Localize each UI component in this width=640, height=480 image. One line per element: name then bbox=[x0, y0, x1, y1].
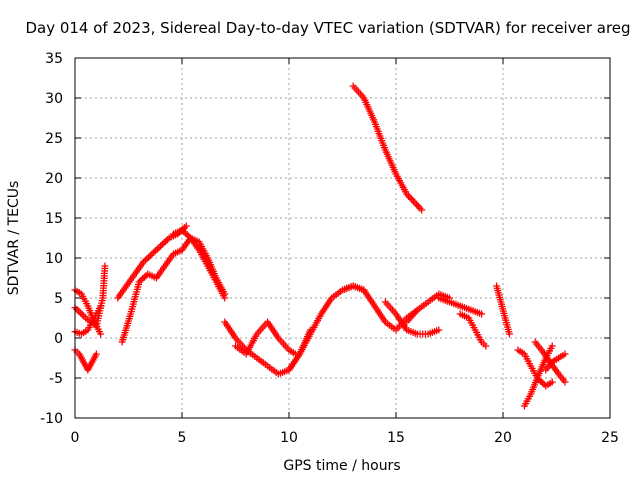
series-sat-g bbox=[169, 226, 229, 302]
y-tick-label: 35 bbox=[45, 51, 63, 67]
y-tick-label: 5 bbox=[54, 291, 63, 307]
series-sat-m bbox=[349, 82, 426, 214]
data-point bbox=[416, 204, 424, 212]
y-tick-label: -5 bbox=[49, 371, 63, 387]
data-point bbox=[73, 305, 81, 313]
y-tick-label: 10 bbox=[45, 251, 63, 267]
data-point bbox=[160, 239, 168, 247]
series-sat-v bbox=[542, 350, 569, 374]
data-point bbox=[146, 252, 154, 260]
y-tick-label: 0 bbox=[54, 331, 63, 347]
series-sat-t bbox=[520, 342, 556, 410]
data-point bbox=[76, 309, 84, 317]
data-point bbox=[101, 262, 109, 270]
data-point bbox=[158, 240, 166, 248]
series-sat-j bbox=[232, 318, 299, 358]
data-point bbox=[148, 250, 156, 258]
series-sat-u bbox=[531, 338, 569, 386]
data-point bbox=[155, 244, 163, 252]
data-point bbox=[151, 247, 159, 255]
series-sat-d bbox=[71, 262, 109, 330]
series-sat-r bbox=[493, 282, 513, 338]
data-point bbox=[505, 330, 513, 338]
data-point bbox=[162, 237, 170, 245]
y-tick-label: -10 bbox=[40, 411, 63, 427]
x-tick-label: 20 bbox=[494, 430, 512, 446]
data-marks bbox=[71, 82, 569, 410]
series-sat-f bbox=[118, 246, 186, 346]
plot-frame bbox=[74, 57, 611, 419]
data-point bbox=[561, 378, 569, 386]
x-tick-label: 25 bbox=[601, 430, 619, 446]
data-point bbox=[141, 256, 149, 264]
data-point bbox=[182, 222, 190, 230]
data-point bbox=[478, 310, 486, 318]
data-point bbox=[418, 206, 426, 214]
series-sat-o bbox=[403, 290, 453, 326]
series-sat-q bbox=[456, 310, 490, 350]
data-point bbox=[75, 307, 83, 315]
x-tick-label: 10 bbox=[280, 430, 298, 446]
data-point bbox=[435, 326, 443, 334]
y-tick-label: 20 bbox=[45, 171, 63, 187]
data-point bbox=[157, 242, 165, 250]
data-point bbox=[92, 350, 100, 358]
series-sat-h bbox=[178, 234, 229, 298]
data-point bbox=[221, 290, 229, 298]
data-point bbox=[145, 253, 153, 261]
series-sat-p bbox=[435, 294, 486, 318]
data-point bbox=[548, 342, 556, 350]
data-point bbox=[97, 330, 105, 338]
data-point bbox=[406, 194, 414, 202]
y-axis-label: SDTVAR / TECUs bbox=[6, 181, 22, 296]
y-tick-label: 25 bbox=[45, 131, 63, 147]
x-tick-label: 0 bbox=[71, 430, 80, 446]
x-tick-label: 5 bbox=[178, 430, 187, 446]
y-tick-label: 15 bbox=[45, 211, 63, 227]
data-point bbox=[548, 378, 556, 386]
series-sat-k bbox=[285, 282, 368, 374]
chart-title: Day 014 of 2023, Sidereal Day-to-day VTE… bbox=[25, 19, 630, 37]
data-point bbox=[413, 201, 421, 209]
x-axis-label: GPS time / hours bbox=[283, 458, 400, 474]
data-point bbox=[80, 312, 88, 320]
data-point bbox=[408, 195, 416, 203]
grid bbox=[75, 58, 610, 418]
data-point bbox=[150, 248, 158, 256]
data-point bbox=[139, 275, 147, 283]
data-point bbox=[411, 199, 419, 207]
series-sat-e bbox=[114, 222, 190, 302]
data-point bbox=[409, 197, 417, 205]
data-point bbox=[78, 311, 86, 319]
x-tick-label: 15 bbox=[387, 430, 405, 446]
y-tick-label: 30 bbox=[45, 91, 63, 107]
data-point bbox=[143, 255, 151, 263]
data-point bbox=[414, 202, 422, 210]
series-sat-b bbox=[71, 346, 100, 374]
series-sat-l bbox=[339, 282, 421, 334]
data-point bbox=[482, 342, 490, 350]
series-sat-n bbox=[381, 298, 443, 338]
data-point bbox=[153, 245, 161, 253]
data-point bbox=[561, 350, 569, 358]
